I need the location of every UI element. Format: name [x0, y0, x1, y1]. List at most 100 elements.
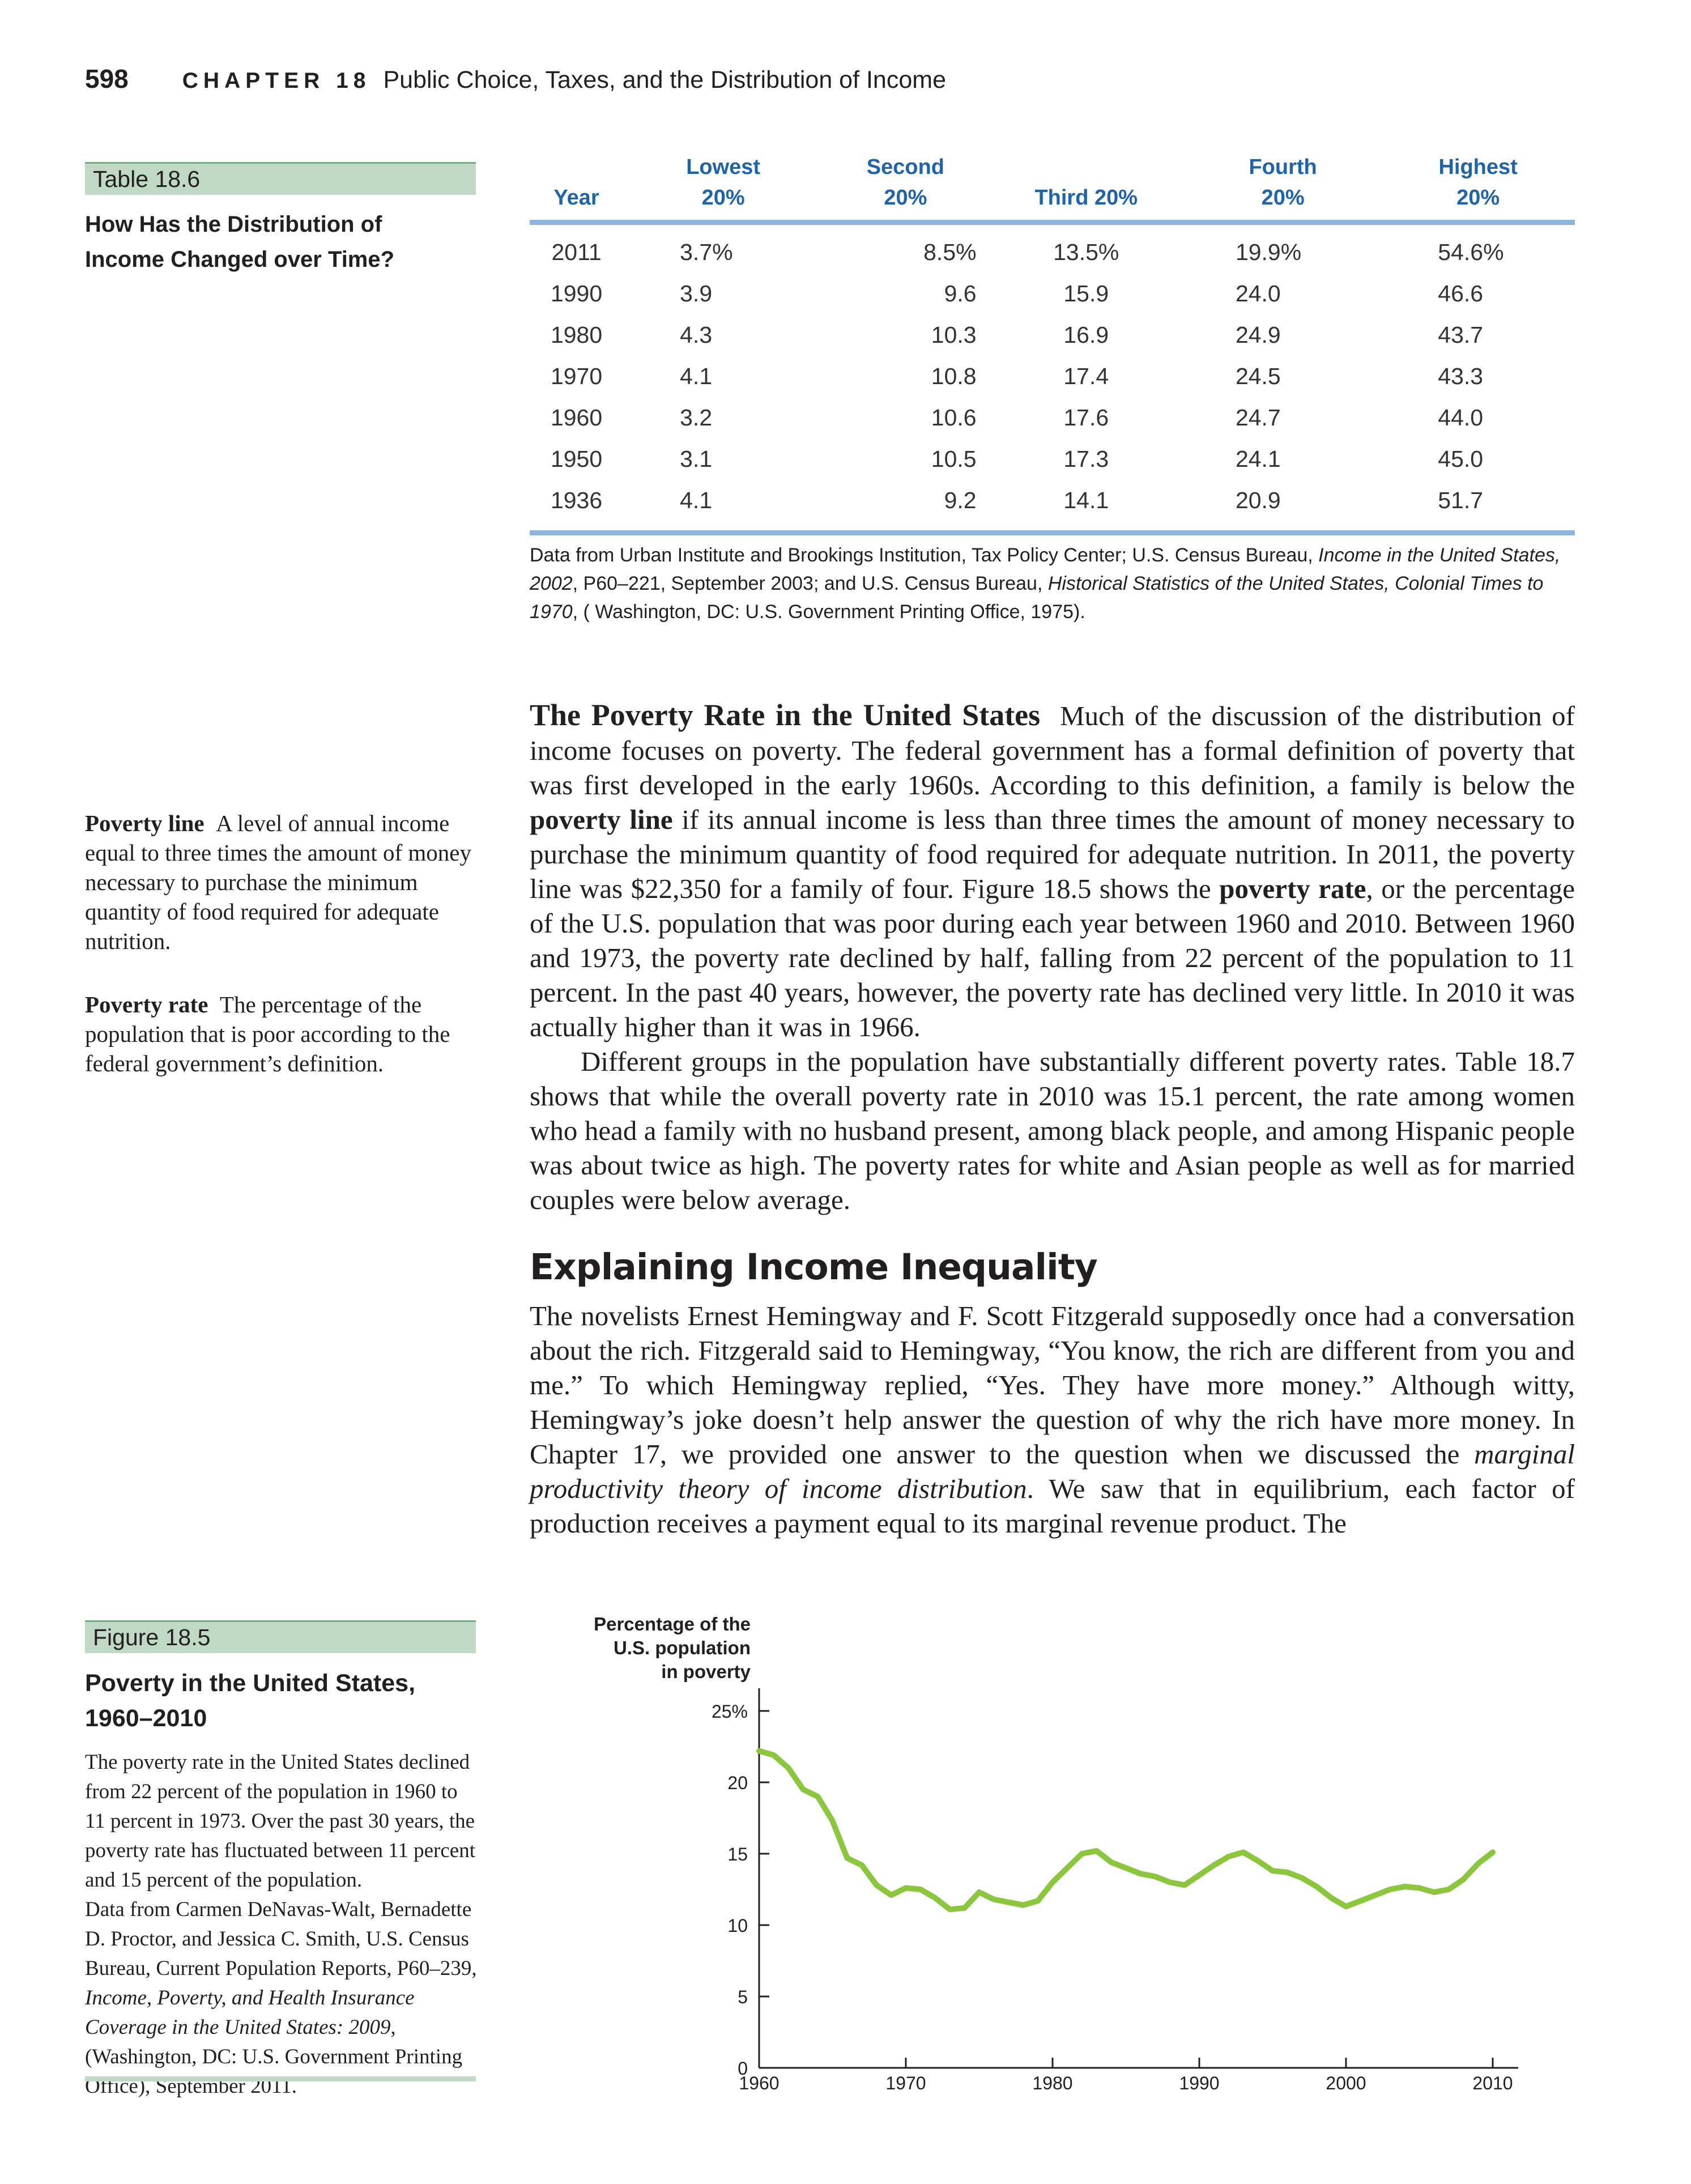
poverty-line-definition: Poverty line A level of annual income eq… [85, 808, 476, 956]
table-row: 1950 3.1 10.5 17.3 24.1 45.0 [530, 438, 1575, 480]
table-row: 1970 4.1 10.8 17.4 24.5 43.3 [530, 356, 1575, 397]
table-row: 1960 3.2 10.6 17.6 24.7 44.0 [530, 397, 1575, 438]
y-tick-label: 5 [738, 1987, 748, 2007]
figure-source: Data from Carmen DeNavas-Walt, Bernadett… [85, 1898, 477, 2098]
y-axis-label-line: in poverty [661, 1661, 751, 1682]
poverty-line-text: A level of annual income equal to three … [85, 810, 472, 954]
table-cell: 4.1 [680, 363, 713, 389]
table-cell: 24.5 [1235, 363, 1281, 389]
table-source-note: Data from Urban Institute and Brookings … [530, 544, 1561, 623]
table-cell: 1970 [550, 363, 603, 389]
page-number: 598 [85, 64, 129, 93]
col-header-second: Second 20% [823, 152, 988, 225]
table-cell: 9.2 [944, 487, 977, 513]
col-header-fourth: Fourth 20% [1184, 152, 1382, 225]
table-cell: 17.3 [1063, 446, 1109, 472]
table-cell: 1960 [550, 405, 603, 431]
x-tick-label: 1990 [1179, 2073, 1219, 2093]
x-tick-label: 2000 [1326, 2073, 1366, 2093]
table-cell: 10.8 [931, 363, 977, 389]
y-tick-label: 15 [727, 1844, 748, 1864]
table-cell: 19.9% [1235, 239, 1302, 265]
figure-bottom-rule [85, 2076, 476, 2081]
table-cell: 1980 [550, 322, 603, 348]
table-title: How Has the Distribution of Income Chang… [85, 207, 482, 277]
table-cell: 3.2 [680, 405, 713, 431]
table-cell: 24.7 [1235, 405, 1281, 431]
table-cell: 10.3 [931, 322, 977, 348]
table-row: 1980 4.3 10.3 16.9 24.9 43.7 [530, 314, 1575, 356]
table-label-box: Table 18.6 [85, 162, 476, 195]
table-row: 1990 3.9 9.6 15.9 24.0 46.6 [530, 273, 1575, 314]
col-header-third: Third 20% [987, 152, 1185, 225]
table-cell: 16.9 [1063, 322, 1109, 348]
figure-caption-text: The poverty rate in the United States de… [85, 1751, 475, 1892]
poverty-heading: The Poverty Rate in the United States [530, 698, 1041, 732]
table-cell: 17.6 [1063, 405, 1109, 431]
table-cell: 13.5% [1053, 239, 1119, 265]
table-cell: 10.5 [931, 446, 977, 472]
table-cell: 45.0 [1438, 446, 1484, 472]
table-title-line-1: How Has the Distribution of [85, 212, 382, 237]
poverty-paragraph-2: Different groups in the population have … [530, 1046, 1575, 1215]
y-tick-label: 0 [738, 2058, 748, 2079]
poverty-rate-text: The percentage of the population that is… [85, 991, 450, 1076]
table-cell: 3.1 [680, 446, 713, 472]
table-cell: 10.6 [931, 405, 977, 431]
figure-label: Figure 18.5 [93, 1624, 211, 1650]
chapter-title: Public Choice, Taxes, and the Distributi… [383, 66, 946, 93]
table-cell: 24.1 [1235, 446, 1281, 472]
col-header-highest: Highest 20% [1381, 152, 1575, 225]
income-distribution-table: Year Lowest 20% Second 20% Third 20% Fourt… [530, 152, 1575, 535]
poverty-paragraph-1: The Poverty Rate in the United States Mu… [530, 698, 1575, 1042]
chart-series [756, 1748, 1496, 1913]
poverty-rate-term: Poverty rate [85, 991, 208, 1018]
inequality-paragraph: The novelists Ernest Hemingway and F. Sc… [530, 1300, 1575, 1539]
table-cell: 20.9 [1235, 487, 1281, 513]
chart-y-axis-label: Percentage of the U.S. population in pover… [594, 1615, 751, 1682]
x-tick-label: 1970 [885, 2073, 926, 2093]
table-cell: 3.9 [680, 280, 713, 306]
poverty-section: The Poverty Rate in the United States Mu… [530, 698, 1575, 1217]
table-cell: 4.1 [680, 487, 713, 513]
y-tick-label: 10 [727, 1915, 748, 1936]
table-cell: 4.3 [680, 322, 713, 348]
table-cell: 51.7 [1438, 487, 1484, 513]
poverty-rate-definition: Poverty rate The percentage of the popul… [85, 990, 476, 1078]
figure-label-box: Figure 18.5 [85, 1620, 476, 1653]
x-tick-label: 1960 [739, 2073, 779, 2093]
table-cell: 9.6 [944, 280, 977, 306]
table-row: 2011 3.7% 8.5% 13.5% 19.9% 54.6% [530, 223, 1575, 274]
y-axis-label-line: U.S. population [614, 1637, 751, 1658]
x-tick-label: 2010 [1472, 2073, 1513, 2093]
poverty-line-term: Poverty line [85, 810, 205, 836]
table-cell: 44.0 [1438, 405, 1484, 431]
table-cell: 43.3 [1438, 363, 1484, 389]
table-cell: 3.7% [680, 239, 733, 265]
table-cell: 15.9 [1063, 280, 1109, 306]
table-cell: 43.7 [1438, 322, 1484, 348]
table-cell: 54.6% [1438, 239, 1504, 265]
table-cell: 1950 [550, 446, 603, 472]
chapter-label: CHAPTER 18 [182, 69, 371, 93]
table-cell: 1990 [550, 280, 603, 306]
figure-title: Poverty in the United States, 1960–2010 [85, 1670, 416, 1732]
poverty-rate-line [756, 1748, 1496, 1913]
table-label: Table 18.6 [93, 166, 201, 192]
y-tick-label: 25% [712, 1701, 748, 1722]
y-axis-label-line: Percentage of the [594, 1615, 751, 1634]
table-cell: 17.4 [1063, 363, 1109, 389]
inequality-heading: Explaining Income Inequality [530, 1246, 1098, 1288]
table-cell: 2011 [551, 239, 602, 265]
table-row: 1936 4.1 9.2 14.1 20.9 51.7 [530, 480, 1575, 533]
table-cell: 1936 [550, 487, 603, 513]
col-header-year: Year [530, 152, 624, 225]
running-head: 598 CHAPTER 18 Public Choice, Taxes, and… [85, 63, 946, 97]
table-cell: 8.5% [923, 239, 977, 265]
x-tick-label: 1980 [1032, 2073, 1072, 2093]
table-header-row: Year Lowest 20% Second 20% Third 20% Fourt… [530, 152, 1575, 225]
table-cell: 46.6 [1438, 280, 1484, 306]
y-tick-label: 20 [727, 1773, 748, 1793]
table-cell: 24.9 [1235, 322, 1281, 348]
col-header-lowest: Lowest 20% [623, 152, 824, 225]
